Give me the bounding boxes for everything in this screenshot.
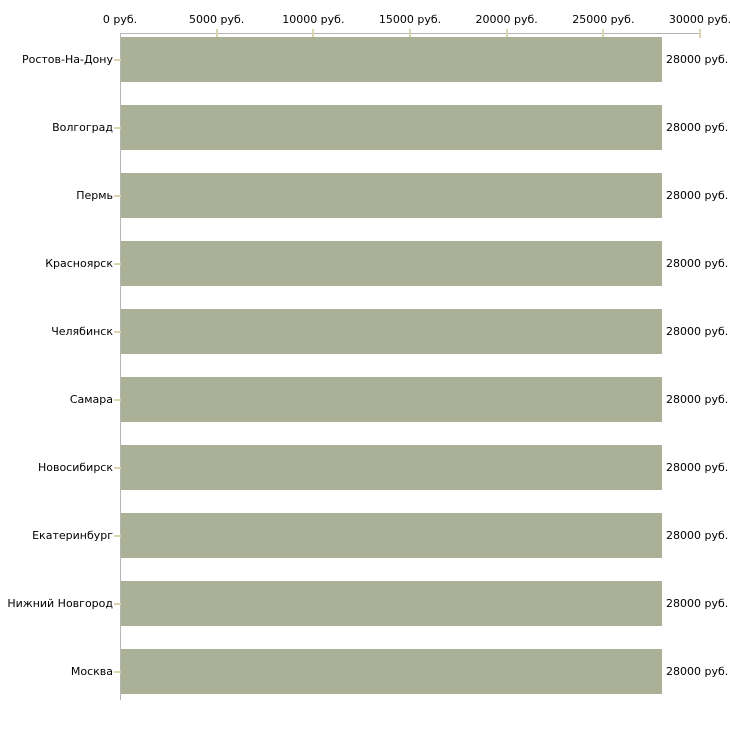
value-label: 28000 руб. [666,188,729,202]
value-label: 28000 руб. [666,664,729,678]
y-axis-tick-mark [114,194,121,197]
y-axis-tick-mark [114,330,121,333]
y-axis-tick-mark [114,262,121,265]
value-label: 28000 руб. [666,460,729,474]
y-axis-tick-mark [114,58,121,61]
x-axis-tick-label: 5000 руб. [189,13,245,26]
category-label: Нижний Новгород [7,596,113,610]
category-label: Пермь [76,188,113,202]
category-label: Волгоград [52,120,113,134]
value-label: 28000 руб. [666,528,729,542]
bar [121,37,662,82]
bar [121,445,662,490]
y-axis-tick-mark [114,670,121,673]
value-label: 28000 руб. [666,392,729,406]
bar [121,105,662,150]
category-label: Новосибирск [37,460,113,474]
y-axis-line [120,33,121,700]
y-axis-tick-mark [114,126,121,129]
x-axis-tick-label: 20000 руб. [475,13,538,26]
y-axis-tick-mark [114,466,121,469]
value-label: 28000 руб. [666,52,729,66]
x-axis-tick-mark [215,29,218,38]
bar [121,377,662,422]
category-label: Челябинск [51,324,113,338]
x-axis-tick-label: 15000 руб. [378,13,442,26]
y-axis-tick-mark [114,534,121,537]
value-label: 28000 руб. [666,120,729,134]
bar [121,309,662,354]
x-axis-tick-label: 0 руб. [102,13,138,26]
category-label: Москва [70,664,113,678]
x-axis-tick-mark [505,29,508,38]
category-label: Екатеринбург [32,528,113,542]
x-axis-tick-mark [312,29,315,38]
category-label: Красноярск [45,256,113,270]
x-axis-tick-label: 30000 руб. [668,13,730,26]
x-axis-tick-mark [602,29,605,38]
category-label: Ростов-На-Дону [21,52,113,66]
value-label: 28000 руб. [666,324,729,338]
bar [121,513,662,558]
value-label: 28000 руб. [666,256,729,270]
bar [121,581,662,626]
bar [121,649,662,694]
x-axis-tick-mark [409,29,411,38]
bar [121,241,662,286]
x-axis-tick-label: 25000 руб. [572,13,635,26]
bar [121,173,662,218]
y-axis-tick-mark [114,398,121,401]
y-axis-tick-mark [114,602,121,605]
x-axis-tick-mark [699,29,701,38]
value-label: 28000 руб. [666,596,729,610]
category-label: Самара [69,392,113,406]
x-axis-tick-label: 10000 руб. [282,13,345,26]
